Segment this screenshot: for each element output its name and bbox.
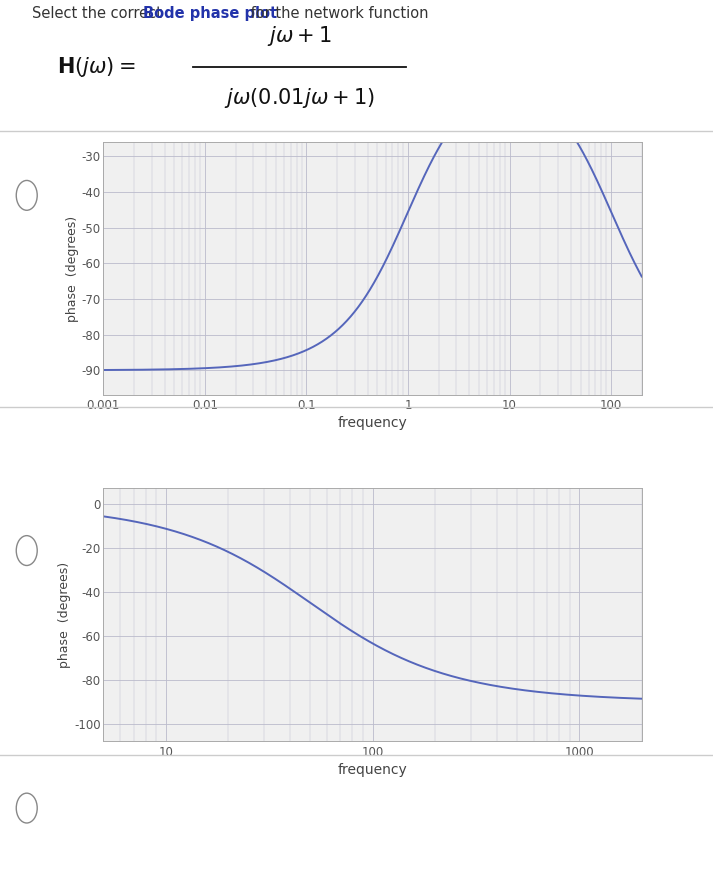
Text: $\mathbf{H}$$(j\omega)=$: $\mathbf{H}$$(j\omega)=$	[57, 55, 135, 79]
X-axis label: frequency: frequency	[338, 416, 407, 431]
Text: Bode phase plot: Bode phase plot	[143, 6, 277, 21]
Y-axis label: phase  (degrees): phase (degrees)	[58, 562, 71, 668]
Text: Select the correct: Select the correct	[32, 6, 167, 21]
X-axis label: frequency: frequency	[338, 763, 407, 777]
Y-axis label: phase  (degrees): phase (degrees)	[66, 216, 78, 321]
Text: $j\omega(0.01j\omega+1)$: $j\omega(0.01j\omega+1)$	[224, 86, 375, 110]
Text: $j\omega+1$: $j\omega+1$	[267, 24, 332, 48]
Text: for the network function: for the network function	[246, 6, 429, 21]
